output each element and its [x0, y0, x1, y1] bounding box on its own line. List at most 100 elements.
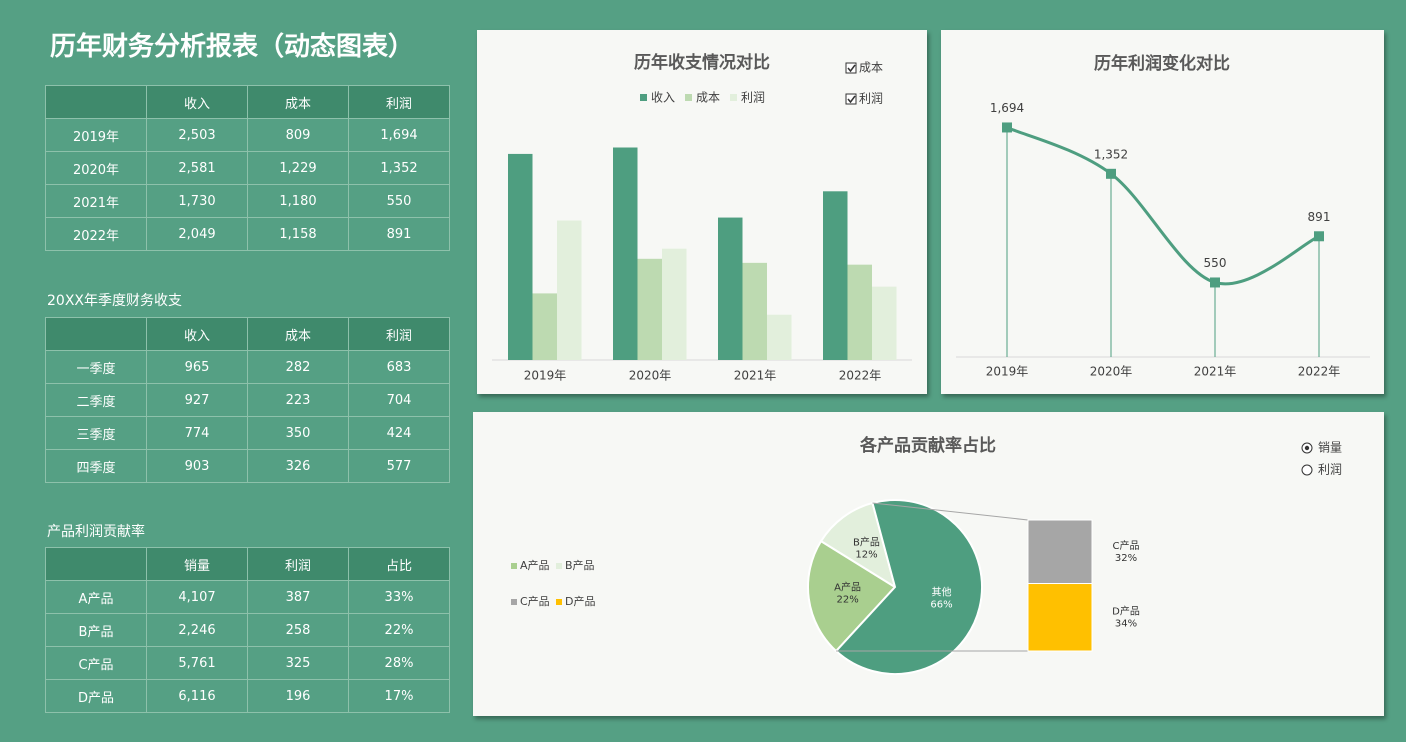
table-row: 一季度 965 282 683 [45, 350, 450, 384]
table-row: 2021年 1,730 1,180 550 [45, 184, 450, 218]
radio-label[interactable]: 销量 [1318, 441, 1342, 455]
table-cell: 28% [348, 646, 450, 680]
slice-value: 12% [855, 550, 877, 561]
table-cell: 22% [348, 613, 450, 647]
bar [872, 286, 897, 360]
table-cell: 三季度 [45, 416, 147, 450]
table-cell: 1,730 [146, 184, 248, 218]
header-cell: 收入 [146, 85, 248, 119]
bar [742, 262, 767, 360]
bar [823, 191, 848, 360]
chart-title: 历年收支情况对比 [634, 52, 770, 73]
legend-swatch [730, 94, 737, 101]
table-cell: 1,229 [247, 151, 349, 185]
radio[interactable] [1301, 464, 1313, 476]
radio-label[interactable]: 利润 [1318, 463, 1342, 477]
table-row: A产品 4,107 387 33% [45, 580, 450, 614]
x-tick-label: 2022年 [1298, 365, 1341, 379]
x-tick-label: 2021年 [734, 369, 777, 383]
legend-swatch [511, 599, 517, 605]
table-cell: 2,049 [146, 217, 248, 251]
legend-swatch [556, 599, 562, 605]
line [1006, 126, 1320, 286]
x-tick-label: 2020年 [1090, 365, 1133, 379]
checkbox-label[interactable]: 利润 [859, 92, 883, 106]
table-cell: 二季度 [45, 383, 147, 417]
header-cell: 销量 [146, 547, 248, 581]
data-label: 1,352 [1094, 147, 1128, 161]
chart-title: 各产品贡献率占比 [859, 435, 996, 456]
table-cell: D产品 [45, 679, 147, 713]
data-table: 销量 利润 占比 A产品 4,107 387 33% B产品 2,246 258 22% C产品 5,7… [45, 547, 450, 713]
data-label: 550 [1204, 256, 1227, 270]
header-cell: 收入 [146, 317, 248, 351]
bar [662, 248, 687, 360]
table-cell: 17% [348, 679, 450, 713]
bar [637, 258, 662, 360]
x-tick-label: 2020年 [629, 369, 672, 383]
table-cell: 774 [146, 416, 248, 450]
header-cell [45, 85, 147, 119]
table-cell: 704 [348, 383, 450, 417]
header-row: 收入 成本 利润 [45, 317, 450, 351]
legend-swatch [685, 94, 692, 101]
table-cell: 2,503 [146, 118, 248, 152]
table-cell: 2022年 [45, 217, 147, 251]
x-tick-label: 2021年 [1194, 365, 1237, 379]
check-mark [847, 95, 856, 104]
table-cell: 891 [348, 217, 450, 251]
x-tick-label: 2019年 [986, 365, 1029, 379]
legend-label: 收入 [651, 91, 675, 105]
table-cell: B产品 [45, 613, 147, 647]
header-cell: 利润 [247, 547, 349, 581]
data-table: 收入 成本 利润 一季度 965 282 683 二季度 927 223 704 三季度 774 350 4… [45, 317, 450, 483]
table-cell: A产品 [45, 580, 147, 614]
secondary-segment [1027, 519, 1093, 585]
header-cell: 利润 [348, 85, 450, 119]
header-cell: 成本 [247, 317, 349, 351]
table-cell: 2,581 [146, 151, 248, 185]
table-row: 三季度 774 350 424 [45, 416, 450, 450]
table-row: 四季度 903 326 577 [45, 449, 450, 483]
table-cell: 2020年 [45, 151, 147, 185]
table-cell: 1,180 [247, 184, 349, 218]
table-cell: 四季度 [45, 449, 147, 483]
table-cell: 1,352 [348, 151, 450, 185]
table-cell: 809 [247, 118, 349, 152]
checkbox[interactable] [845, 62, 857, 74]
header-cell: 成本 [247, 85, 349, 119]
page-title: 历年财务分析报表（动态图表） [50, 32, 415, 62]
table-cell: 1,158 [247, 217, 349, 251]
pie-slice [819, 501, 897, 590]
checkbox[interactable] [845, 93, 857, 105]
slice-label: B产品 [853, 536, 880, 549]
slice-value: 32% [1115, 553, 1137, 564]
legend-label: C产品 [520, 594, 550, 608]
table-cell: 965 [146, 350, 248, 384]
legend-label: A产品 [520, 558, 550, 572]
legend-label: D产品 [565, 594, 595, 608]
data-label: 891 [1308, 210, 1331, 224]
table-cell: 326 [247, 449, 349, 483]
table-row: 2019年 2,503 809 1,694 [45, 118, 450, 152]
table-cell: 387 [247, 580, 349, 614]
radio-dot [1304, 445, 1310, 451]
secondary-segment [1027, 583, 1093, 652]
panel [941, 30, 1384, 394]
table-cell: 196 [247, 679, 349, 713]
header-cell [45, 317, 147, 351]
slice-value: 22% [836, 594, 858, 605]
marker [1210, 277, 1220, 288]
slice-label: 其他 [931, 585, 951, 598]
header-row: 收入 成本 利润 [45, 85, 450, 119]
table-row: D产品 6,116 196 17% [45, 679, 450, 713]
table-cell: 683 [348, 350, 450, 384]
connector [872, 502, 1029, 521]
legend-swatch [511, 563, 517, 569]
pie-slice [807, 539, 897, 653]
bar [847, 264, 872, 360]
checkbox-label[interactable]: 成本 [859, 61, 883, 75]
table-cell: 33% [348, 580, 450, 614]
table-cell: 903 [146, 449, 248, 483]
